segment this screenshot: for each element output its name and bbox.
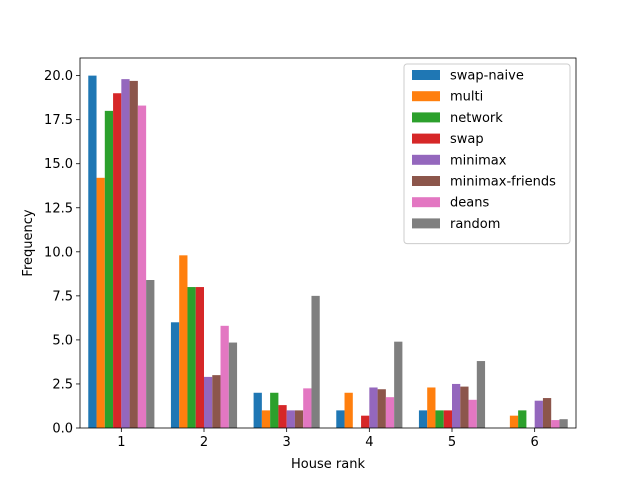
bar-swap-rank-4 bbox=[361, 415, 370, 428]
bar-random-rank-3 bbox=[311, 295, 320, 428]
bar-deans-rank-4 bbox=[385, 397, 395, 428]
legend-swatch-network bbox=[412, 112, 440, 123]
bar-swap-naive-rank-4 bbox=[336, 410, 345, 428]
bar-minimax-rank-4 bbox=[369, 387, 378, 428]
bar-minimax-rank-1 bbox=[121, 79, 130, 428]
bar-random-rank-1 bbox=[146, 280, 155, 428]
bar-minimax-friends-rank-4 bbox=[377, 389, 386, 428]
bar-deans-rank-3 bbox=[303, 388, 312, 428]
legend-label-network: network bbox=[450, 111, 503, 126]
legend-swatch-random bbox=[412, 218, 440, 229]
x-tick-label: 2 bbox=[200, 435, 208, 450]
y-axis: 0.0 2.5 5.0 7.5 10.0 12.5 15.0 17.5 20.0 bbox=[44, 69, 80, 437]
y-axis-label: Frequency bbox=[21, 209, 36, 276]
bar-swap-rank-2 bbox=[195, 287, 204, 428]
bar-swap-rank-3 bbox=[278, 405, 287, 428]
y-tick-label: 12.5 bbox=[44, 201, 73, 216]
y-tick-label: 10.0 bbox=[44, 245, 73, 260]
bar-multi-rank-3 bbox=[261, 410, 271, 428]
bar-deans-rank-6 bbox=[551, 420, 560, 428]
bar-multi-rank-4 bbox=[344, 392, 353, 428]
y-tick-label: 20.0 bbox=[44, 69, 73, 84]
bar-multi-rank-1 bbox=[96, 177, 105, 428]
bar-deans-rank-2 bbox=[220, 325, 229, 428]
y-tick-label: 2.5 bbox=[52, 377, 73, 392]
bars-group bbox=[88, 75, 568, 429]
y-tick-label: 7.5 bbox=[52, 289, 73, 304]
legend: swap-naive multi network swap minimax minimax… bbox=[403, 63, 571, 245]
bar-multi-rank-5 bbox=[427, 387, 436, 428]
legend-label-multi: multi bbox=[450, 90, 483, 105]
bar-multi-rank-6 bbox=[509, 415, 519, 428]
bar-random-rank-6 bbox=[559, 419, 568, 428]
legend-swatch-deans bbox=[412, 197, 440, 208]
bar-minimax-rank-3 bbox=[286, 410, 295, 428]
legend-swatch-swap-naive bbox=[412, 70, 440, 80]
bar-network-rank-5 bbox=[435, 410, 444, 428]
legend-swatch-minimax-friends bbox=[412, 176, 440, 186]
x-tick-label: 1 bbox=[117, 435, 125, 450]
bar-deans-rank-1 bbox=[137, 105, 147, 428]
plot-frame bbox=[79, 57, 577, 429]
legend-swatch-minimax bbox=[412, 154, 440, 165]
legend-label-swap: swap bbox=[450, 132, 484, 147]
bar-minimax-rank-6 bbox=[534, 400, 543, 428]
x-tick-label: 5 bbox=[448, 435, 456, 450]
bar-random-rank-5 bbox=[476, 361, 486, 428]
legend-frame bbox=[403, 63, 571, 245]
bar-multi-rank-2 bbox=[179, 255, 188, 428]
bar-minimax-friends-rank-1 bbox=[129, 80, 138, 429]
legend-label-swap-naive: swap-naive bbox=[450, 69, 524, 84]
bar-network-rank-3 bbox=[270, 392, 279, 428]
legend-label-deans: deans bbox=[450, 196, 489, 211]
bar-swap-naive-rank-5 bbox=[418, 410, 428, 428]
y-tick-label: 0.0 bbox=[52, 422, 73, 437]
legend-label-minimax-friends: minimax-friends bbox=[450, 175, 556, 190]
legend-label-minimax: minimax bbox=[450, 153, 507, 168]
bar-network-rank-2 bbox=[187, 287, 196, 428]
x-axis-label: House rank bbox=[291, 457, 365, 472]
bar-minimax-friends-rank-5 bbox=[460, 386, 469, 428]
x-axis: 1 2 3 4 5 6 bbox=[117, 428, 539, 450]
y-tick-label: 17.5 bbox=[44, 113, 73, 128]
bar-deans-rank-5 bbox=[468, 399, 477, 428]
bar-minimax-friends-rank-6 bbox=[542, 398, 552, 428]
y-tick-label: 5.0 bbox=[52, 333, 73, 348]
x-tick-label: 3 bbox=[283, 435, 291, 450]
bar-swap-naive-rank-2 bbox=[170, 322, 180, 428]
bar-swap-naive-rank-1 bbox=[88, 75, 97, 429]
bar-minimax-rank-5 bbox=[452, 383, 461, 428]
bar-network-rank-6 bbox=[518, 410, 527, 428]
bar-minimax-rank-2 bbox=[204, 376, 213, 428]
legend-swatch-swap bbox=[412, 133, 440, 144]
bar-random-rank-4 bbox=[394, 341, 403, 428]
bar-swap-rank-1 bbox=[113, 93, 122, 429]
bar-random-rank-2 bbox=[228, 342, 238, 428]
legend-label-random: random bbox=[450, 217, 500, 232]
bar-network-rank-1 bbox=[104, 110, 114, 429]
bar-minimax-friends-rank-2 bbox=[212, 375, 221, 428]
x-tick-label: 6 bbox=[531, 435, 539, 450]
y-tick-label: 15.0 bbox=[44, 157, 73, 172]
x-tick-label: 4 bbox=[365, 435, 373, 450]
bar-swap-naive-rank-3 bbox=[253, 392, 262, 428]
bar-minimax-friends-rank-3 bbox=[294, 410, 304, 428]
legend-swatch-multi bbox=[412, 91, 440, 102]
bar-swap-rank-5 bbox=[443, 410, 452, 428]
